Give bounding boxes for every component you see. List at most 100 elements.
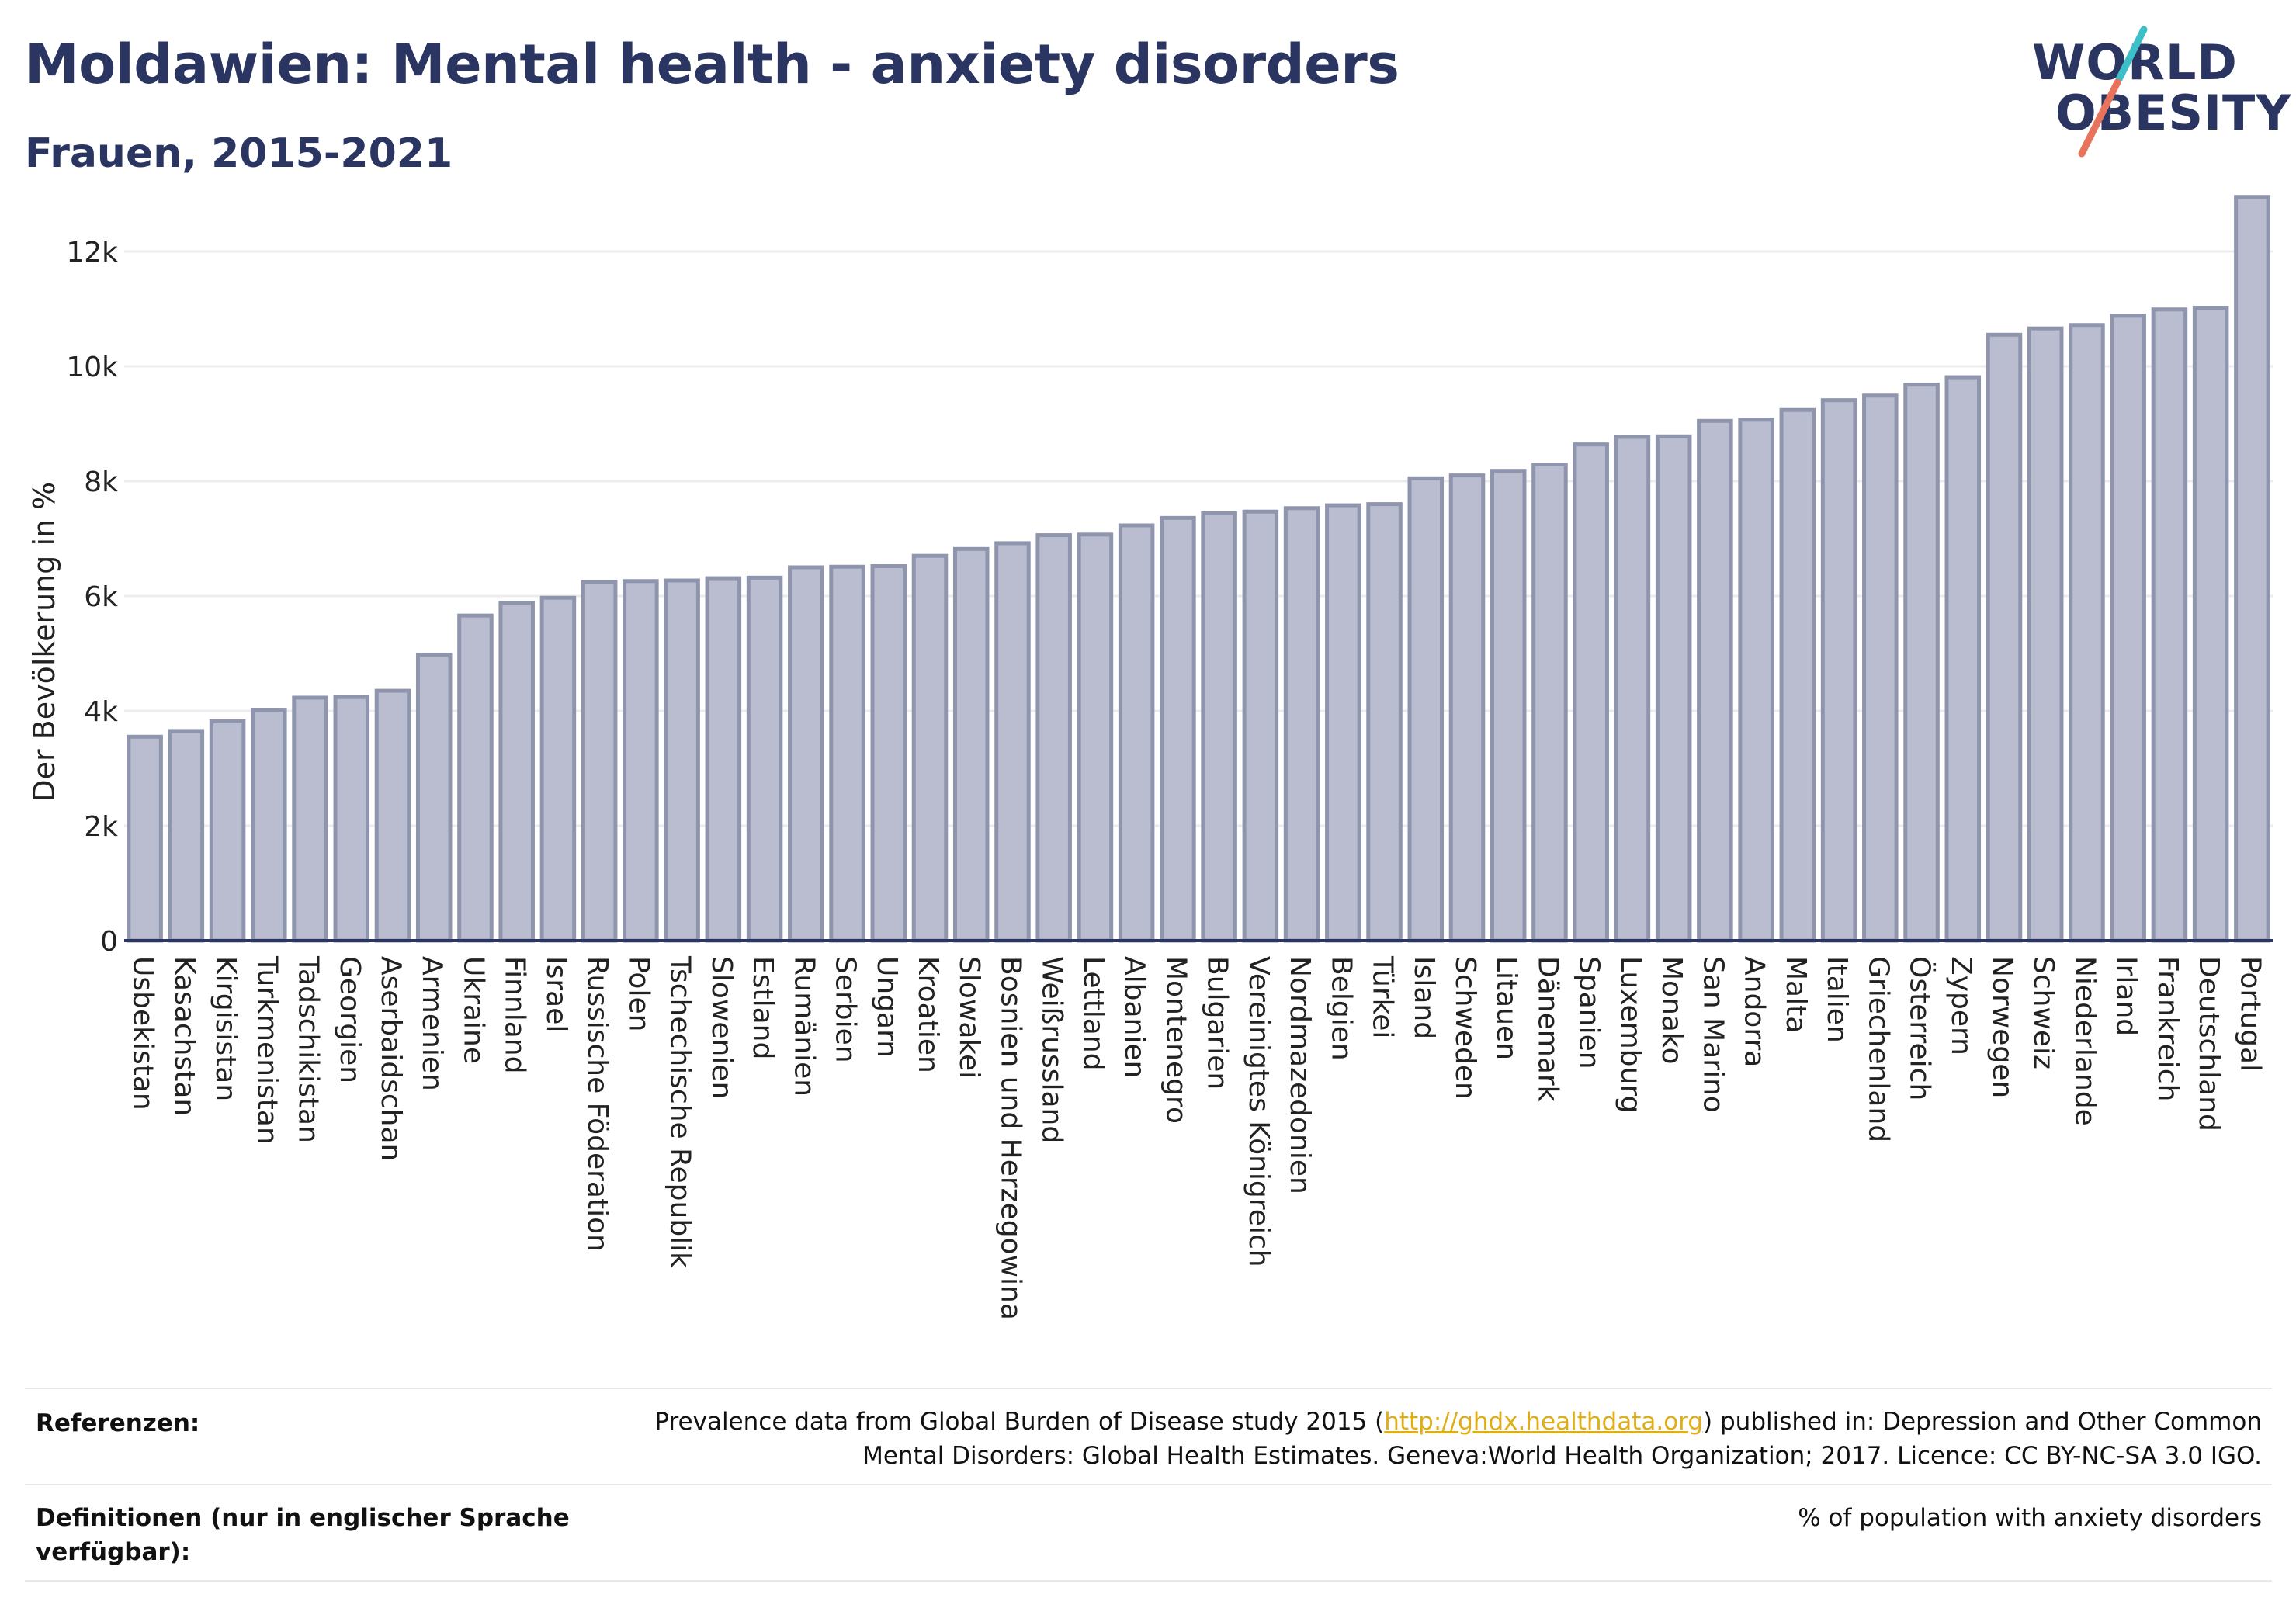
bar bbox=[1283, 506, 1320, 943]
x-tick-label: Litauen bbox=[1490, 956, 1522, 1060]
x-tick-label: Tschechische Republik bbox=[664, 955, 696, 1268]
bar bbox=[209, 719, 246, 943]
x-tick-label: Malta bbox=[1780, 956, 1812, 1033]
x-tick-label: Estland bbox=[747, 956, 779, 1059]
x-tick-label: Polen bbox=[623, 956, 654, 1031]
footer-divider-top bbox=[25, 1388, 2272, 1389]
footer-divider-bottom bbox=[25, 1580, 2272, 1582]
x-tick-label: Slowakei bbox=[953, 956, 985, 1079]
y-tick-label: 2k bbox=[84, 811, 118, 843]
bar bbox=[2151, 307, 2188, 943]
bar bbox=[664, 578, 700, 943]
x-tick-label: Kasachstan bbox=[168, 956, 200, 1116]
bar bbox=[1531, 463, 1568, 943]
x-tick-label: Rumänien bbox=[788, 956, 820, 1097]
bar bbox=[333, 695, 370, 943]
x-tick-label: Montenegro bbox=[1160, 956, 1191, 1124]
y-axis-label: Der Bevölkerung in % bbox=[27, 482, 61, 802]
x-tick-label: Niederlande bbox=[2069, 956, 2100, 1126]
references-text-before: Prevalence data from Global Burden of Di… bbox=[654, 1408, 1385, 1436]
bar bbox=[2234, 195, 2270, 943]
x-tick-label: Bulgarien bbox=[1202, 956, 1233, 1090]
x-tick-label: Russische Föderation bbox=[581, 956, 613, 1252]
bar bbox=[1160, 515, 1196, 943]
bar bbox=[1448, 473, 1486, 943]
x-tick-label: Kirgisistan bbox=[210, 956, 241, 1101]
bar bbox=[623, 579, 659, 943]
y-tick-label: 10k bbox=[66, 352, 118, 383]
bar bbox=[1242, 509, 1279, 943]
x-tick-label: Aserbaidschan bbox=[375, 956, 407, 1161]
x-tick-label: Deutschland bbox=[2193, 956, 2225, 1132]
bar bbox=[1118, 523, 1155, 943]
bar bbox=[952, 546, 990, 943]
bar bbox=[1986, 332, 2023, 943]
footer-divider-middle bbox=[25, 1484, 2272, 1485]
bar bbox=[1903, 383, 1940, 943]
x-tick-label: Vereinigtes Königreich bbox=[1243, 956, 1275, 1267]
chart-subtitle: Frauen, 2015-2021 bbox=[25, 130, 453, 177]
x-tick-label: Luxemburg bbox=[1614, 956, 1646, 1113]
y-tick-label: 12k bbox=[66, 237, 118, 269]
y-tick-label: 6k bbox=[84, 581, 118, 613]
x-tick-label: Bosnien und Herzegowina bbox=[994, 956, 1026, 1320]
x-tick-label: Tadschikistan bbox=[293, 955, 324, 1143]
bar bbox=[498, 601, 535, 943]
logo-slash-icon bbox=[2078, 26, 2148, 158]
bar bbox=[292, 695, 328, 943]
bar bbox=[1077, 532, 1114, 943]
x-tick-label: Portugal bbox=[2234, 956, 2266, 1072]
bar bbox=[581, 580, 618, 943]
bar bbox=[1407, 476, 1445, 943]
x-tick-label: Frankreich bbox=[2152, 956, 2183, 1101]
bar bbox=[1366, 502, 1403, 943]
x-tick-label: Usbekistan bbox=[127, 956, 159, 1111]
bar bbox=[1738, 418, 1774, 943]
x-tick-label: Griechenland bbox=[1862, 956, 1894, 1142]
bar bbox=[2110, 314, 2146, 943]
references-text: Prevalence data from Global Burden of Di… bbox=[570, 1405, 2262, 1473]
world-obesity-logo: WORLD OBESITY bbox=[2018, 16, 2291, 171]
x-tick-label: Dänemark bbox=[1531, 956, 1563, 1102]
x-tick-label: Albanien bbox=[1119, 956, 1150, 1078]
bar-chart: 0 2k 4k 6k 8k 10k 12k Der Bevölkerung in % Usbek… bbox=[27, 195, 2273, 1320]
chart-title: Moldawien: Mental health - anxiety disor… bbox=[25, 33, 1399, 96]
x-tick-label: Spanien bbox=[1573, 956, 1605, 1069]
x-tick-label: Nordmazedonien bbox=[1284, 956, 1316, 1194]
x-tick-label: Schweiz bbox=[2027, 956, 2059, 1069]
bar bbox=[2027, 326, 2064, 943]
x-tick-label: Georgien bbox=[334, 956, 366, 1083]
bar bbox=[1655, 434, 1692, 943]
references-link[interactable]: http://ghdx.healthdata.org bbox=[1384, 1408, 1704, 1436]
bar bbox=[994, 541, 1031, 943]
x-tick-label: Finnland bbox=[499, 956, 531, 1073]
x-tick-label: Irland bbox=[2110, 956, 2142, 1036]
x-tick-label: Lettland bbox=[1077, 956, 1109, 1071]
bar bbox=[829, 564, 865, 943]
bar bbox=[251, 708, 287, 943]
x-tick-label: Norwegen bbox=[1986, 956, 2018, 1098]
x-tick-label: San Marino bbox=[1697, 956, 1729, 1113]
bar bbox=[911, 553, 949, 943]
bar bbox=[746, 575, 783, 943]
x-tick-label: Monako bbox=[1656, 956, 1687, 1065]
x-tick-label: Weißrussland bbox=[1036, 956, 1068, 1143]
bar bbox=[2069, 323, 2105, 943]
x-tick-label: Türkei bbox=[1367, 955, 1399, 1038]
x-tick-label: Island bbox=[1408, 956, 1440, 1039]
bar bbox=[539, 595, 577, 943]
x-tick-label: Ungarn bbox=[871, 956, 903, 1058]
bar bbox=[374, 688, 411, 943]
x-tick-label: Schweden bbox=[1449, 956, 1481, 1100]
references-label: Referenzen: bbox=[36, 1409, 200, 1437]
y-tick-label: 0 bbox=[100, 926, 118, 958]
definitions-text: % of population with anxiety disorders bbox=[1798, 1504, 2262, 1532]
x-tick-label: Andorra bbox=[1739, 956, 1771, 1067]
bar bbox=[415, 652, 453, 943]
bar bbox=[1944, 375, 1982, 943]
bar bbox=[457, 613, 494, 943]
bar bbox=[1490, 469, 1527, 943]
bar bbox=[1820, 398, 1857, 943]
x-tick-label: Ukraine bbox=[457, 956, 489, 1064]
x-tick-label: Italien bbox=[1821, 956, 1853, 1043]
